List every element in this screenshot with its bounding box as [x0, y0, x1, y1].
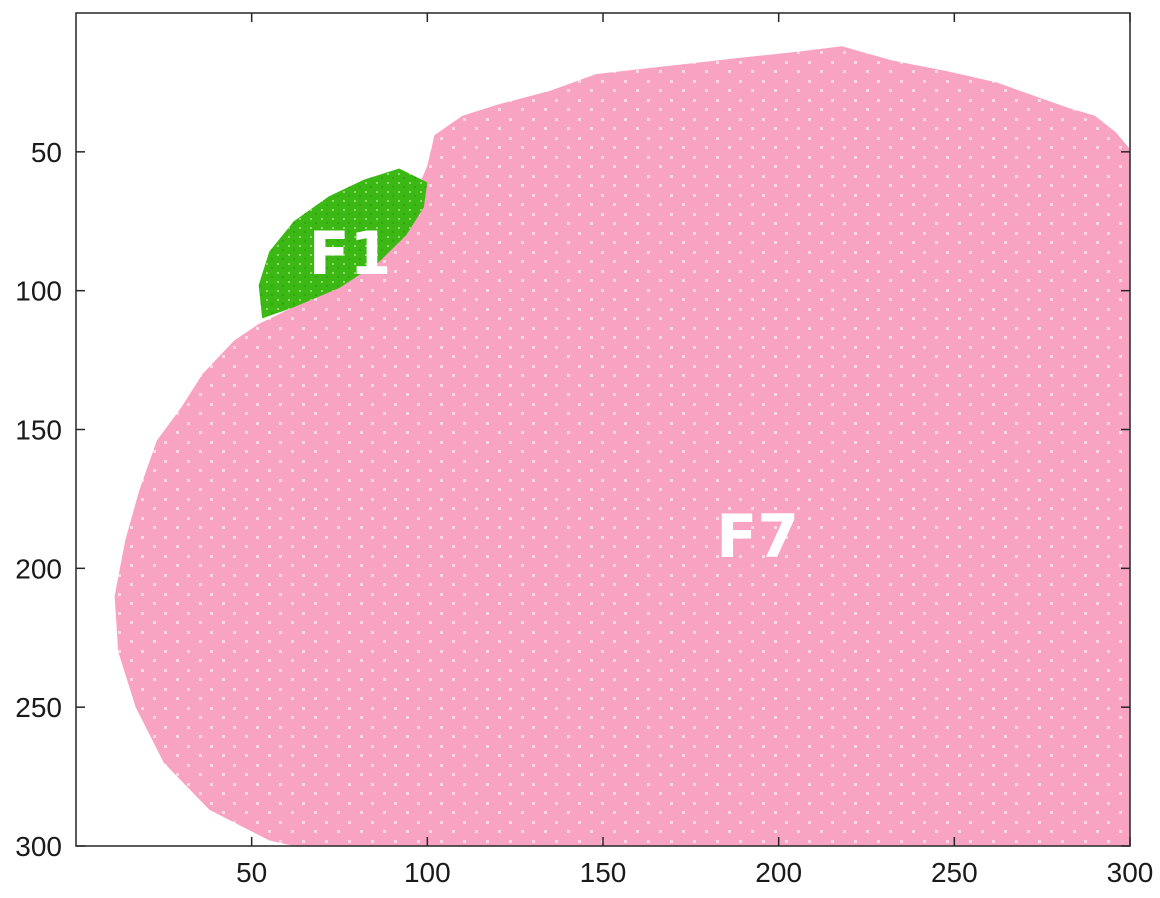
- region-labels-layer: F7 F1: [309, 219, 799, 572]
- regions-layer: [114, 46, 1130, 846]
- y-axis-ticks: 50 100 150 200 250 300: [15, 137, 1130, 862]
- x-tick-label: 100: [404, 857, 451, 888]
- region-label-f7: F7: [716, 502, 799, 572]
- y-tick-label: 200: [15, 553, 62, 584]
- x-tick-label: 50: [236, 857, 267, 888]
- x-tick-label: 300: [1107, 857, 1154, 888]
- x-tick-label: 200: [755, 857, 802, 888]
- region-f1-texture: [258, 168, 428, 319]
- y-tick-label: 50: [31, 137, 62, 168]
- x-tick-label: 250: [931, 857, 978, 888]
- y-tick-label: 300: [15, 831, 62, 862]
- y-tick-label: 250: [15, 692, 62, 723]
- y-tick-label: 100: [15, 276, 62, 307]
- y-tick-label: 150: [15, 415, 62, 446]
- region-label-f1: F1: [309, 219, 392, 289]
- x-tick-label: 150: [580, 857, 627, 888]
- x-axis-ticks: 50 100 150 200 250 300: [236, 13, 1153, 888]
- region-f7-texture: [114, 46, 1130, 846]
